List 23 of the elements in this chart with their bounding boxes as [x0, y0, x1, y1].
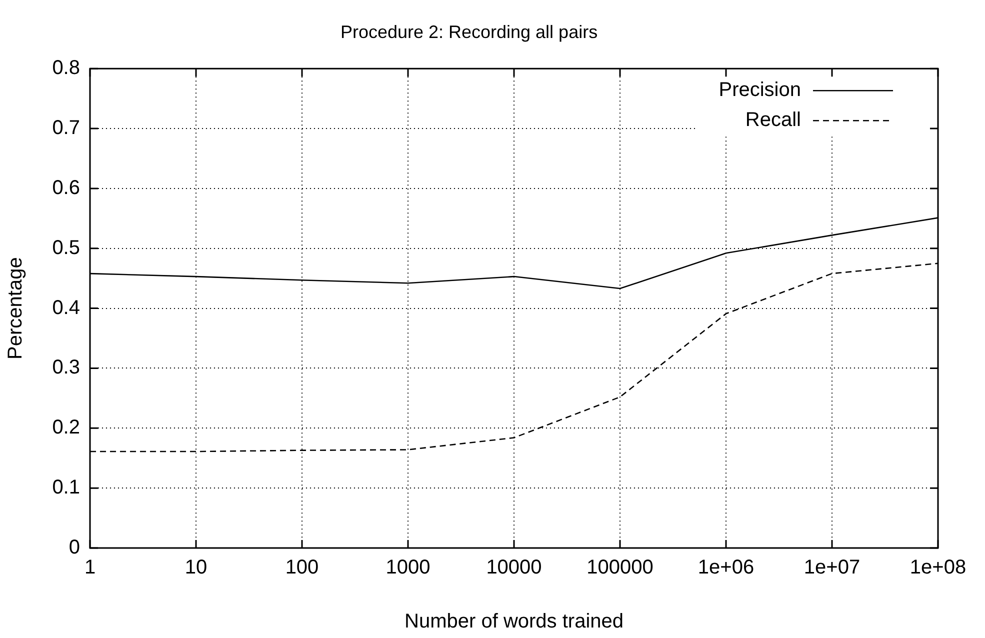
- y-axis-title: Percentage: [4, 257, 27, 360]
- y-tick-label: 0.3: [52, 356, 80, 379]
- x-axis-title: Number of words trained: [404, 610, 624, 633]
- chart-title: Procedure 2: Recording all pairs: [340, 22, 598, 42]
- y-tick-label: 0: [68, 536, 80, 559]
- y-tick-label: 0.5: [52, 236, 80, 259]
- x-tick-label: 10: [184, 556, 208, 579]
- y-tick-label: 0.1: [52, 476, 80, 499]
- x-tick-label: 10000: [486, 556, 542, 579]
- y-tick-label: 0.4: [52, 296, 80, 319]
- x-tick-label: 1e+08: [910, 556, 966, 579]
- y-tick-label: 0.2: [52, 416, 80, 439]
- y-tick-label: 0.7: [52, 117, 80, 140]
- x-tick-label: 100: [285, 556, 319, 579]
- x-tick-label: 1: [84, 556, 96, 579]
- x-tick-label: 1e+07: [804, 556, 860, 579]
- x-tick-label: 1000: [386, 556, 430, 579]
- x-tick-label: 1e+06: [698, 556, 754, 579]
- y-tick-label: 0.6: [52, 176, 80, 199]
- x-tick-label: 100000: [586, 556, 654, 579]
- y-tick-label: 0.8: [52, 57, 80, 80]
- legend-label: Precision: [718, 79, 801, 102]
- legend-label: Recall: [745, 109, 801, 132]
